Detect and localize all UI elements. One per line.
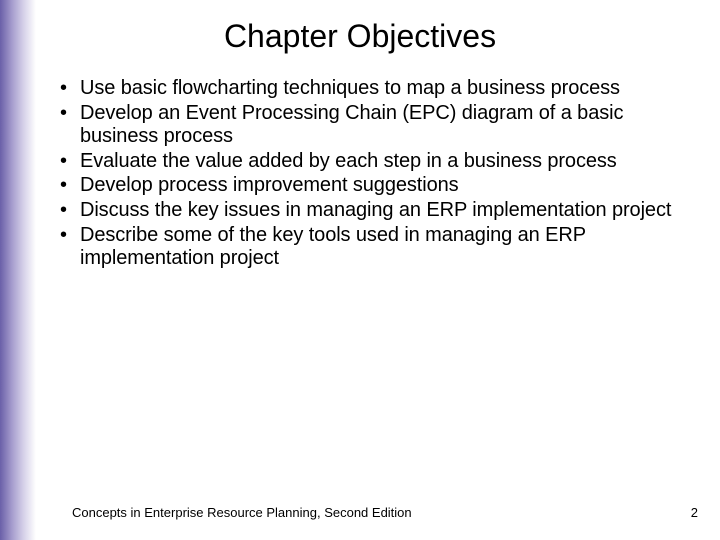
list-item: Develop process improvement suggestions <box>56 174 680 198</box>
page-number: 2 <box>691 505 698 520</box>
list-item: Discuss the key issues in managing an ER… <box>56 199 680 223</box>
objectives-list: Use basic flowcharting techniques to map… <box>50 77 680 271</box>
list-item: Describe some of the key tools used in m… <box>56 224 680 271</box>
footer-text: Concepts in Enterprise Resource Planning… <box>72 505 412 520</box>
list-item: Evaluate the value added by each step in… <box>56 150 680 174</box>
list-item: Develop an Event Processing Chain (EPC) … <box>56 102 680 149</box>
slide-container: Chapter Objectives Use basic flowchartin… <box>0 0 720 540</box>
list-item: Use basic flowcharting techniques to map… <box>56 77 680 101</box>
slide-title: Chapter Objectives <box>40 18 680 55</box>
